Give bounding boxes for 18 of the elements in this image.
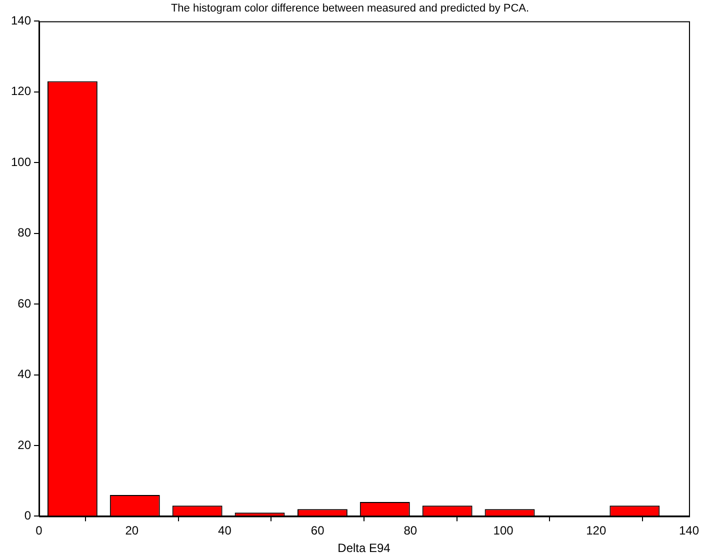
y-tick-label: 0 [24,508,32,523]
chart-title: The histogram color difference between measured and predicted by PCA. [170,2,530,15]
y-tick-label: 120 [10,84,32,98]
y-tick-label: 60 [18,296,32,310]
x-tick-label: 80 [404,524,418,538]
x-tick-label: 40 [218,524,232,538]
x-tick-label: 140 [678,524,700,538]
y-tick-label: 20 [18,438,32,452]
x-tick-label: 120 [586,524,606,538]
x-tick-label: 0 [36,524,43,538]
x-tick-label: 60 [310,524,325,538]
x-axis-title: Delta E94 [338,541,391,556]
x-tick-label: 20 [125,524,139,538]
y-tick-label: 100 [10,154,32,169]
y-tick-label: 80 [18,226,32,240]
x-tick-label: 100 [493,524,514,538]
y-tick-label: 40 [18,367,32,382]
y-tick-label: 140 [10,14,32,28]
